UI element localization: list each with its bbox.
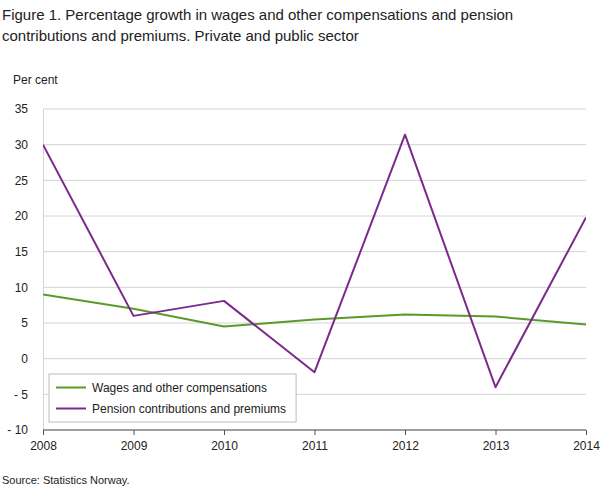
y-tick: 5	[21, 316, 43, 330]
x-tick-mark	[315, 430, 316, 435]
x-tick-mark	[224, 430, 225, 435]
x-tick-mark	[405, 430, 406, 435]
grid-line	[43, 109, 586, 110]
grid-line	[43, 144, 586, 145]
grid-line	[43, 323, 586, 324]
x-tick: 2008	[30, 430, 57, 453]
title: Figure 1. Percentage growth in wages and…	[2, 6, 513, 44]
grid-line	[43, 180, 586, 181]
x-tick-mark	[496, 430, 497, 435]
x-tick: 2011	[302, 430, 328, 453]
x-tick: 2009	[121, 430, 148, 453]
chart: Figure 1. Percentage growth in wages and…	[0, 0, 609, 489]
legend-swatch	[56, 408, 86, 410]
x-tick-label: 2012	[392, 439, 419, 453]
y-axis: - 10 - 5 0 5 10 15 20 25 30 35	[7, 102, 43, 437]
x-tick-label: 2008	[30, 439, 57, 453]
y-tick: 15	[15, 245, 43, 259]
y-tick: 35	[15, 102, 43, 116]
x-tick-label: 2009	[121, 439, 148, 453]
y-tick: 30	[15, 138, 43, 152]
y-tick-label: 25	[15, 174, 29, 188]
y-tick-label: 15	[15, 245, 29, 259]
x-tick-label: 2010	[211, 439, 238, 453]
y-tick: 10	[15, 281, 43, 295]
legend: Wages and other compensations Pension con…	[49, 374, 296, 422]
y-tick-label: 35	[15, 102, 29, 116]
y-tick-label: - 5	[14, 388, 28, 402]
y-tick: 0	[21, 352, 43, 366]
x-tick: 2010	[211, 430, 238, 453]
title-line: Figure 1. Percentage growth in wages and…	[2, 6, 513, 23]
y-axis-title: Per cent	[13, 73, 58, 87]
grid-line	[43, 251, 586, 252]
x-tick-mark	[134, 430, 135, 435]
y-tick-label: 10	[15, 281, 29, 295]
title-line: contributions and premiums. Private and …	[2, 27, 359, 44]
y-tick-label: 20	[15, 209, 29, 223]
legend-label: Wages and other compensations	[92, 381, 267, 395]
grid	[43, 109, 586, 430]
y-tick-label: 5	[21, 316, 28, 330]
grid-line	[43, 216, 586, 217]
series-line	[43, 135, 586, 388]
y-tick-label: 30	[15, 138, 29, 152]
plot-area	[43, 135, 586, 388]
y-tick-label: - 10	[7, 423, 28, 437]
x-tick: 2012	[392, 430, 419, 453]
grid-line	[43, 358, 586, 359]
legend-swatch	[56, 387, 86, 389]
x-tick: 2014	[573, 430, 600, 453]
y-tick-label: 0	[21, 352, 28, 366]
x-tick-label: 2014	[573, 439, 600, 453]
x-tick-label: 2013	[483, 439, 510, 453]
legend-label: Pension contributions and premiums	[92, 402, 286, 416]
x-axis: 2008 2009 2010 2011 2012 2013 2014	[30, 430, 600, 453]
x-tick: 2013	[483, 430, 510, 453]
x-tick-label: 2011	[302, 439, 328, 453]
grid-line	[43, 287, 586, 288]
source: Source: Statistics Norway.	[2, 474, 130, 486]
y-tick: - 10	[7, 423, 43, 437]
x-tick-mark	[586, 430, 587, 435]
y-axis-line	[43, 110, 44, 431]
y-tick: 25	[15, 174, 43, 188]
y-tick: - 5	[14, 388, 43, 402]
y-tick: 20	[15, 209, 43, 223]
x-tick-mark	[43, 430, 44, 435]
legend-box	[49, 374, 296, 422]
